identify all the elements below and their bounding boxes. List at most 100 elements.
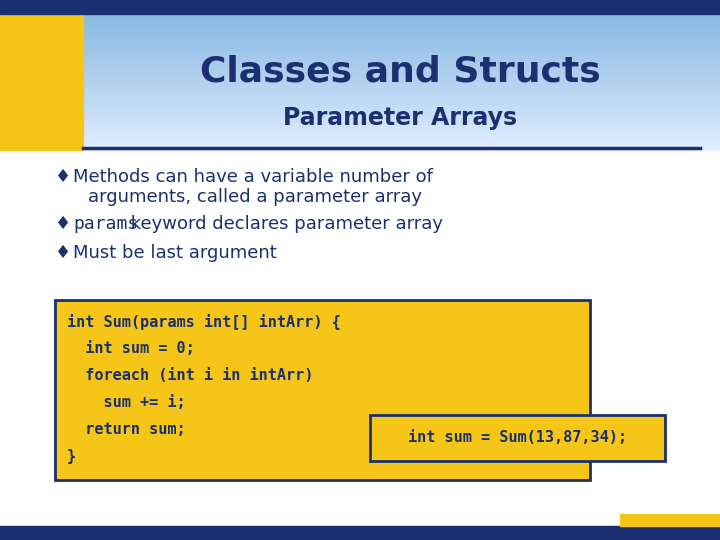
Bar (83, 99, 720, 100)
Bar (83, 94, 720, 95)
Bar (83, 95, 720, 96)
Bar (83, 38, 720, 39)
Bar (83, 112, 720, 113)
Bar (83, 101, 720, 102)
Bar (83, 39, 720, 40)
Text: int sum = Sum(13,87,34);: int sum = Sum(13,87,34); (408, 430, 627, 445)
Bar (83, 126, 720, 127)
Bar (83, 96, 720, 97)
Bar (83, 46, 720, 47)
Bar (83, 62, 720, 63)
Bar (83, 138, 720, 139)
Bar (83, 55, 720, 56)
Bar (83, 103, 720, 104)
Bar (83, 124, 720, 125)
Bar (83, 109, 720, 110)
Bar (83, 127, 720, 128)
Bar (83, 102, 720, 103)
Bar (83, 119, 720, 120)
Text: ♦: ♦ (55, 215, 71, 233)
Bar (83, 23, 720, 24)
Text: params: params (73, 215, 138, 233)
Bar (83, 137, 720, 138)
Bar (83, 116, 720, 117)
Bar (83, 53, 720, 54)
Bar (83, 43, 720, 44)
Bar (83, 69, 720, 70)
Bar (83, 51, 720, 52)
Bar (83, 82, 720, 83)
Bar (83, 71, 720, 72)
Bar (83, 136, 720, 137)
Bar (83, 75, 720, 76)
Bar (83, 61, 720, 62)
Bar (83, 76, 720, 77)
Bar (83, 148, 720, 149)
Bar (83, 60, 720, 61)
Bar (83, 35, 720, 36)
Bar (83, 78, 720, 79)
Bar (83, 135, 720, 136)
Bar (83, 40, 720, 41)
Bar (83, 20, 720, 21)
Bar (83, 88, 720, 89)
Bar (83, 129, 720, 130)
Bar (83, 48, 720, 49)
Bar (83, 110, 720, 111)
Bar (83, 120, 720, 121)
FancyBboxPatch shape (55, 300, 590, 480)
Bar (83, 125, 720, 126)
Bar (83, 25, 720, 26)
Bar (83, 33, 720, 34)
Bar (83, 36, 720, 37)
Bar (83, 142, 720, 143)
Bar (83, 26, 720, 27)
Bar (83, 66, 720, 67)
Bar (83, 111, 720, 112)
Bar (83, 93, 720, 94)
Bar (83, 81, 720, 82)
Bar (83, 24, 720, 25)
Bar (83, 19, 720, 20)
Text: arguments, called a parameter array: arguments, called a parameter array (88, 188, 422, 206)
Text: return sum;: return sum; (67, 422, 186, 437)
Bar (83, 58, 720, 59)
Bar (83, 144, 720, 145)
Bar (83, 32, 720, 33)
Bar (83, 128, 720, 129)
Bar (83, 107, 720, 108)
Bar (83, 21, 720, 22)
Bar (83, 90, 720, 91)
Bar (83, 68, 720, 69)
Bar (83, 86, 720, 87)
Bar (83, 73, 720, 74)
Bar (83, 132, 720, 133)
Bar (83, 14, 720, 15)
Bar (83, 134, 720, 135)
Bar (83, 83, 720, 84)
Bar (83, 123, 720, 124)
Bar (83, 115, 720, 116)
Bar (83, 141, 720, 142)
Bar (83, 72, 720, 73)
Bar (83, 98, 720, 99)
Bar (83, 37, 720, 38)
Bar (83, 143, 720, 144)
Bar (83, 100, 720, 101)
Text: ♦: ♦ (55, 168, 71, 186)
Bar (83, 80, 720, 81)
Text: int Sum(params int[] intArr) {: int Sum(params int[] intArr) { (67, 314, 341, 330)
Bar (83, 49, 720, 50)
Bar (83, 85, 720, 86)
Bar (83, 122, 720, 123)
Bar (83, 91, 720, 92)
Bar (83, 146, 720, 147)
Bar (83, 89, 720, 90)
Bar (83, 34, 720, 35)
Bar (83, 118, 720, 119)
Bar (83, 92, 720, 93)
Bar (83, 50, 720, 51)
Bar (83, 15, 720, 16)
Bar (83, 133, 720, 134)
Bar (83, 105, 720, 106)
